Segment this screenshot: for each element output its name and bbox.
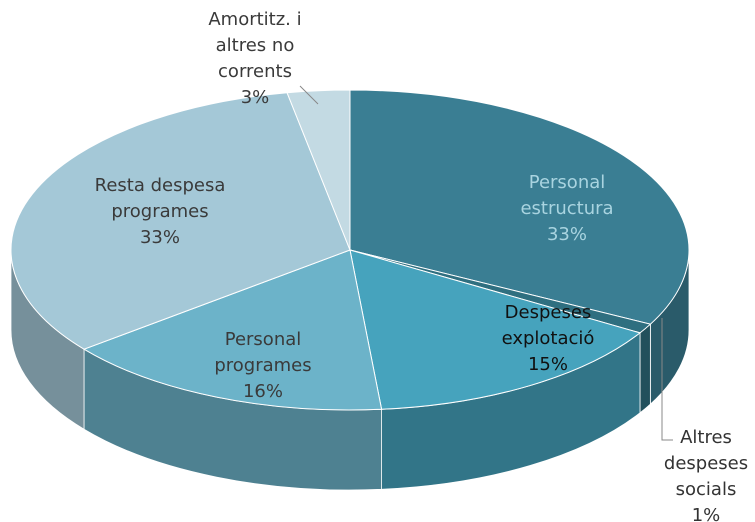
label-line: socials: [676, 479, 737, 500]
label-line: Resta despesa: [95, 175, 226, 196]
leader-line: [299, 85, 319, 105]
pie-slice: [286, 89, 351, 251]
label-line: programes: [214, 355, 311, 376]
value-label: 1%: [692, 505, 721, 522]
label-line: Personal: [529, 172, 606, 193]
pie-slice: [82, 249, 383, 411]
label-line: Despeses: [505, 302, 592, 323]
label-line: despeses: [664, 453, 748, 474]
pie-tops: [10, 89, 690, 411]
label-line: estructura: [520, 198, 613, 219]
value-label: 3%: [241, 87, 270, 108]
pie-side: [639, 323, 651, 414]
pie-slice: [349, 249, 642, 410]
slice-label: Altres despeses socials: [664, 427, 748, 500]
label-line: altres no: [216, 35, 295, 56]
slice-label: Personal estructura: [520, 172, 613, 219]
label-line: explotació: [502, 328, 595, 349]
pie-slice: [10, 92, 351, 350]
label-line: Personal: [225, 329, 302, 350]
value-label: 33%: [547, 224, 587, 245]
pie-sides: [10, 249, 690, 491]
value-label: 16%: [243, 381, 283, 402]
value-label: 33%: [140, 227, 180, 248]
leader-line: [661, 318, 673, 441]
label-line: corrents: [218, 61, 292, 82]
label-line: programes: [111, 201, 208, 222]
slice-label: Amortitz. i altres no corrents: [208, 9, 301, 82]
label-line: Amortitz. i: [208, 9, 301, 30]
pie-slice: [349, 89, 690, 325]
slice-label: Personal programes: [214, 329, 311, 376]
slice-label: Despeses explotació: [502, 302, 595, 349]
labels: Personal estructura 33% Altres despeses socia…: [95, 9, 748, 522]
value-label: 15%: [528, 354, 568, 375]
label-line: Altres: [680, 427, 732, 448]
slice-label: Resta despesa programes: [95, 175, 226, 222]
